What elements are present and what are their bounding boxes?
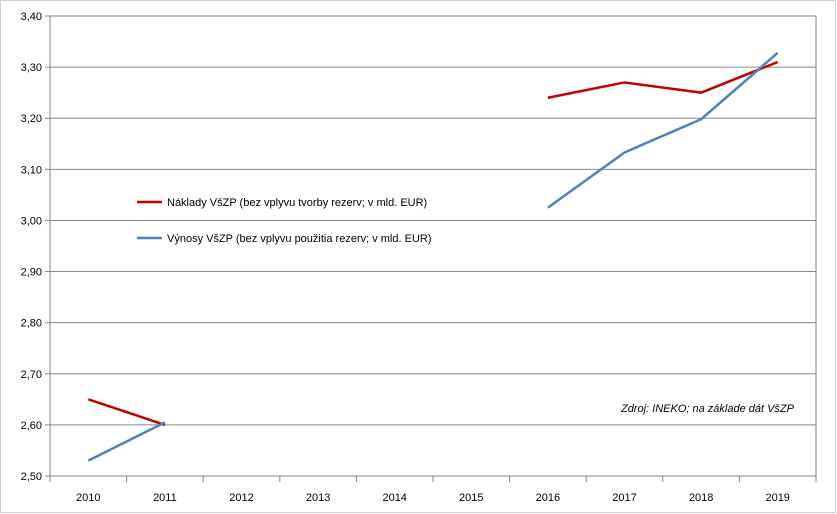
x-tick-label: 2018 <box>689 492 713 504</box>
x-tick-label: 2014 <box>382 492 406 504</box>
x-tick-label: 2017 <box>612 492 636 504</box>
y-tick-label: 2,80 <box>21 318 42 330</box>
x-tick-label: 2010 <box>76 492 100 504</box>
legend-label-vynosy: Výnosy VšZP (bez vplyvu použitia rezerv;… <box>167 233 432 245</box>
x-tick-label: 2016 <box>536 492 560 504</box>
series-line-naklady <box>547 60 779 100</box>
y-tick-label: 2,60 <box>21 420 42 432</box>
y-tick-label: 3,40 <box>21 11 42 23</box>
series-line-vynosy <box>87 421 166 462</box>
y-tick-label: 2,90 <box>21 267 42 279</box>
y-tick-label: 3,00 <box>21 215 42 227</box>
series-line-vynosy <box>547 51 779 209</box>
series-line-naklady <box>87 398 166 427</box>
x-axis-tick-labels: 2010 2011 2012 2013 2014 2015 2016 2017 2018 2019 <box>76 492 790 504</box>
series-lines <box>87 51 779 462</box>
gridlines <box>45 15 817 482</box>
x-tick-label: 2011 <box>153 492 177 504</box>
x-tick-label: 2013 <box>306 492 330 504</box>
y-axis-tick-labels: 2,50 2,60 2,70 2,80 2,90 3,00 3,10 3,20 3,30 3,40 <box>21 11 42 483</box>
x-tick-label: 2012 <box>229 492 253 504</box>
legend-label-naklady: Náklady VšZP (bez vplyvu tvorby rezerv; … <box>167 197 427 209</box>
x-tick-label: 2019 <box>765 492 789 504</box>
y-tick-label: 3,30 <box>21 62 42 74</box>
source-note: Zdroj: INEKO; na základe dát VšZP <box>620 403 795 415</box>
y-tick-label: 3,10 <box>21 164 42 176</box>
y-tick-label: 2,50 <box>21 471 42 483</box>
x-tick-label: 2015 <box>459 492 483 504</box>
y-tick-label: 3,20 <box>21 113 42 125</box>
y-tick-label: 2,70 <box>21 369 42 381</box>
legend: Náklady VšZP (bez vplyvu tvorby rezerv; … <box>137 197 432 245</box>
